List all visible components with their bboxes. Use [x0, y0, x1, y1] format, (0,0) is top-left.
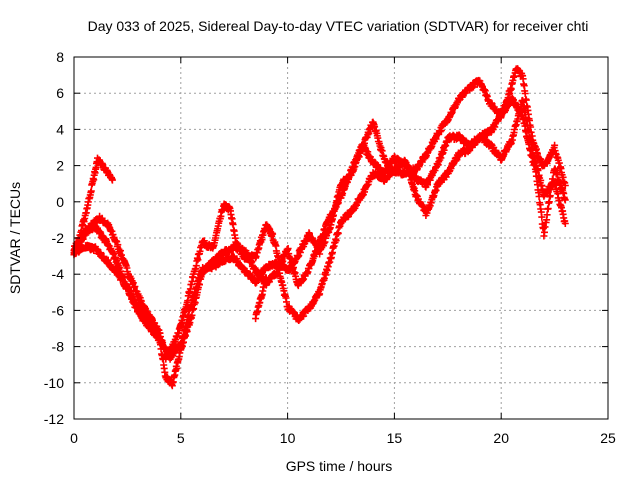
- y-tick-label: 6: [56, 85, 64, 101]
- data-point-markers: [70, 94, 569, 390]
- series-track-5: [252, 274, 270, 323]
- x-tick-label: 20: [493, 430, 509, 446]
- y-tick-label: -8: [52, 339, 65, 355]
- x-axis-label: GPS time / hours: [286, 458, 393, 474]
- x-tick-label: 5: [177, 430, 185, 446]
- series-track-3: [70, 94, 569, 390]
- y-tick-label: -6: [52, 302, 65, 318]
- y-tick-label: -10: [44, 375, 64, 391]
- chart-title: Day 033 of 2025, Sidereal Day-to-day VTE…: [88, 18, 589, 34]
- x-tick-label: 10: [280, 430, 296, 446]
- y-axis-label: SDTVAR / TECUs: [7, 182, 23, 294]
- y-tick-label: 2: [56, 158, 64, 174]
- y-tick-label: 4: [56, 121, 64, 137]
- grid-lines: [74, 57, 608, 419]
- y-tick-label: 8: [56, 49, 64, 65]
- y-tick-label: -12: [44, 411, 64, 427]
- x-tick-label: 0: [70, 430, 78, 446]
- y-tick-label: 0: [56, 194, 64, 210]
- x-tick-label: 15: [387, 430, 403, 446]
- axis-ticks: 0 5 10 15 20 25 -12 -10 -8 -6 -4 -2 0 2 4 6 8: [44, 49, 616, 446]
- y-tick-label: -4: [52, 266, 65, 282]
- x-tick-label: 25: [600, 430, 616, 446]
- y-tick-label: -2: [52, 230, 65, 246]
- data-points: [70, 65, 569, 390]
- data-point-markers: [252, 274, 270, 323]
